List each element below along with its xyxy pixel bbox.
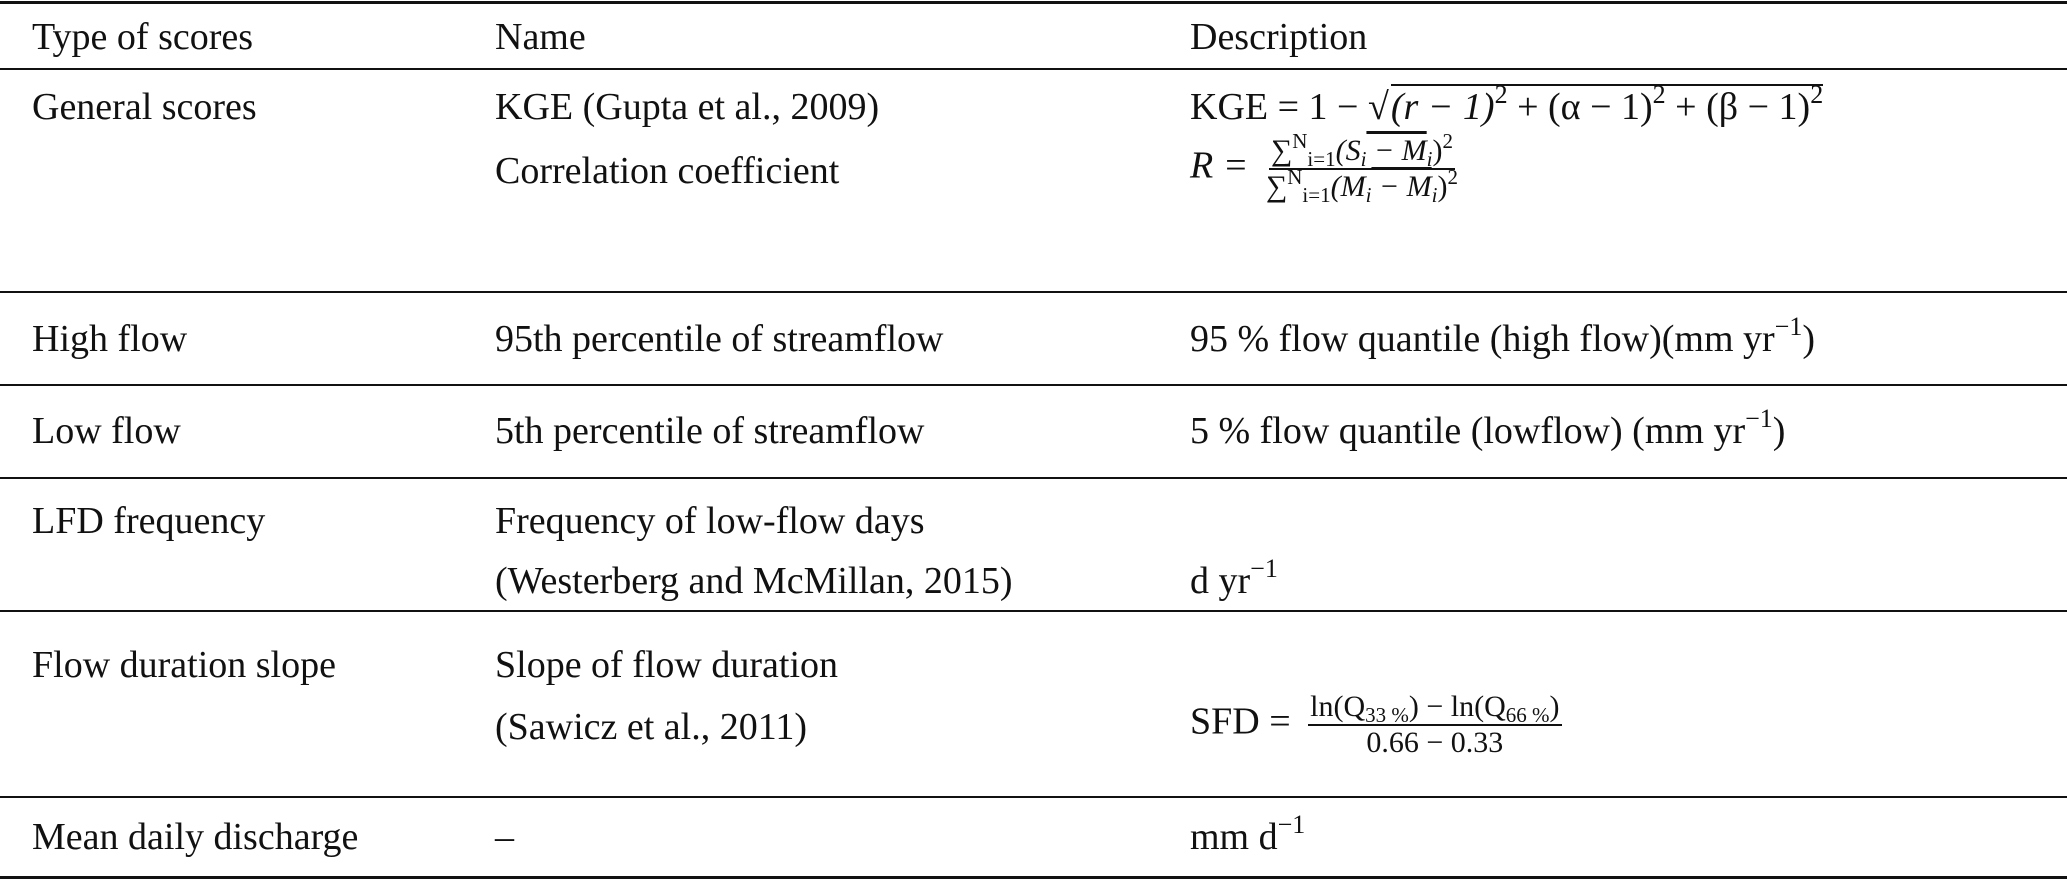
header-name: Name <box>495 16 586 58</box>
row-low-desc: 5 % flow quantile (lowflow) (mm yr−1) <box>1190 404 1786 452</box>
row-general-name-corr: Correlation coefficient <box>495 150 840 192</box>
row-mean-name: – <box>495 816 514 858</box>
row-rule <box>0 477 2067 479</box>
header-type: Type of scores <box>32 16 254 58</box>
bottom-rule <box>0 876 2067 879</box>
row-lfd-name-1: Frequency of low-flow days <box>495 500 925 542</box>
row-lfd-desc: d yr−1 <box>1190 554 1278 602</box>
row-lfd-type: LFD frequency <box>32 500 266 542</box>
row-lfd-name-2: (Westerberg and McMillan, 2015) <box>495 560 1013 602</box>
row-low-type: Low flow <box>32 410 181 452</box>
kge-formula: KGE = 1 − √(r − 1)2 + (α − 1)2 + (β − 1)… <box>1190 80 1824 128</box>
header-rule <box>0 68 2067 70</box>
row-rule <box>0 796 2067 798</box>
row-general-type: General scores <box>32 86 257 128</box>
row-rule <box>0 291 2067 293</box>
row-general-name-kge: KGE (Gupta et al., 2009) <box>495 86 880 128</box>
header-description: Description <box>1190 16 1368 58</box>
row-mean-desc: mm d−1 <box>1190 810 1306 858</box>
row-rule <box>0 610 2067 612</box>
sfd-formula: SFD = ln(Q33 %) − ln(Q66 %) 0.66 − 0.33 <box>1190 690 1562 759</box>
row-slope-type: Flow duration slope <box>32 644 336 686</box>
row-slope-name-1: Slope of flow duration <box>495 644 839 686</box>
row-mean-type: Mean daily discharge <box>32 816 359 858</box>
row-low-name: 5th percentile of streamflow <box>495 410 925 452</box>
top-rule <box>0 1 2067 4</box>
row-high-desc: 95 % flow quantile (high flow)(mm yr−1) <box>1190 312 1815 360</box>
row-high-name: 95th percentile of streamflow <box>495 318 944 360</box>
correlation-formula: R = ∑Ni=1(Si − Mi)2 ∑Ni=1(Mi − Mi)2 <box>1190 129 1459 207</box>
row-rule <box>0 384 2067 386</box>
row-slope-name-2: (Sawicz et al., 2011) <box>495 706 807 748</box>
row-high-type: High flow <box>32 318 188 360</box>
